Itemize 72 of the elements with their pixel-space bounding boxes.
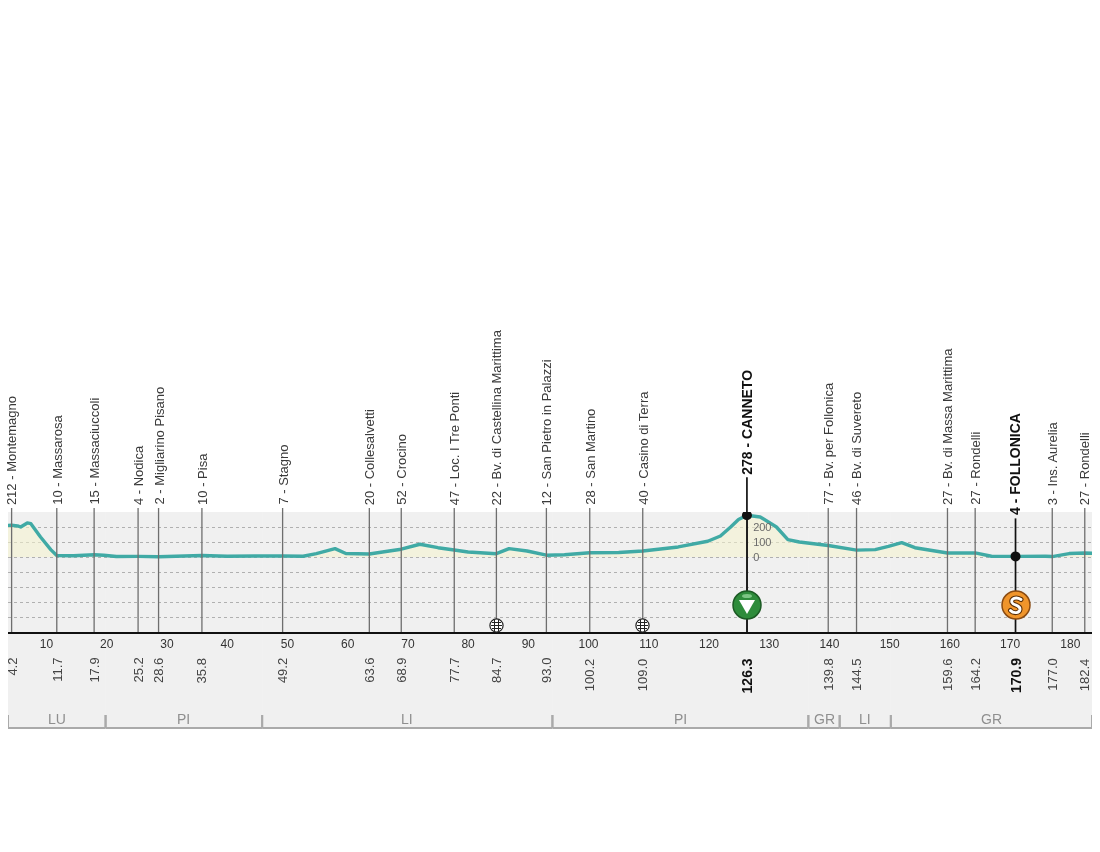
annotation: 170.9 — [1008, 657, 1025, 694]
annotation: 144.5 — [849, 658, 865, 692]
x-tick-label: 50 — [280, 637, 295, 652]
ref-line-label: 27 - Bv. di Massa Marittima — [939, 347, 955, 505]
ref-line-label: 77 - Bv. per Follonica — [820, 382, 836, 505]
annotation: 84.7 — [488, 657, 504, 683]
x-tick-label: 160 — [939, 637, 961, 652]
annotation: 100.2 — [582, 658, 598, 692]
ref-line-label: 4 - Nodica — [131, 445, 147, 506]
annotation: 77.7 — [446, 657, 462, 683]
ref-line-label: 47 - Loc. I Tre Ponti — [447, 391, 463, 506]
x-tick-label: 70 — [401, 637, 415, 652]
ref-line-label: 3 - Ins. Aurelia — [1045, 421, 1061, 506]
annotation: 126.3 — [739, 658, 756, 694]
annotation: 11.7 — [49, 657, 65, 682]
annotation: 182.4 — [1077, 658, 1093, 692]
band-label: GR — [981, 711, 1002, 727]
annotation: 159.6 — [939, 658, 955, 691]
ref-line-label: 40 - Casino di Terra — [635, 390, 651, 505]
x-tick-label: 60 — [340, 637, 355, 652]
x-tick-label: 80 — [461, 637, 476, 652]
ref-line-label: 2 - Migliarino Pisano — [151, 386, 167, 505]
ref-line-label: 46 - Bv. di Suvereto — [849, 391, 865, 506]
band-label: LI — [859, 711, 871, 727]
ref-line-label: 212 - Montemagno — [4, 395, 20, 506]
band-label: PI — [177, 711, 191, 727]
band-label: LU — [48, 711, 66, 727]
ref-line-label: 27 - Rondelli — [1077, 432, 1093, 506]
annotation: 35.8 — [194, 658, 210, 684]
ref-line-label: 12 - San Pietro in Palazzi — [539, 359, 555, 506]
ref-line-label: 10 - Massarosa — [49, 414, 65, 505]
x-tick-label: 150 — [879, 637, 900, 652]
ref-line-label: 22 - Bv. di Castellina Marittima — [489, 329, 505, 506]
band-label: PI — [674, 711, 688, 727]
band-label: GR — [814, 711, 835, 727]
x-tick-label: 100 — [578, 637, 599, 652]
ref-line-label: 15 - Massaciuccoli — [86, 397, 102, 505]
x-tick-label: 20 — [100, 637, 114, 652]
annotation: 93.0 — [538, 657, 554, 683]
y-tick-label: 0 — [753, 550, 760, 563]
annotation: 139.8 — [820, 658, 836, 691]
x-tick-label: 40 — [220, 637, 235, 652]
x-tick-label: 90 — [521, 637, 536, 652]
x-tick-label: 30 — [160, 637, 174, 652]
y-tick-label: 100 — [753, 535, 772, 548]
ref-line-label: 20 - Collesalvetti — [362, 409, 378, 506]
annotation: 49.2 — [275, 657, 291, 684]
annotation: 177.0 — [1044, 658, 1060, 691]
annotation: 68.9 — [393, 657, 409, 683]
ref-line-label: 7 - Stagno — [275, 444, 291, 505]
annotation: 109.0 — [635, 658, 651, 692]
x-tick-label: 10 — [39, 637, 54, 652]
annotation: 17.9 — [86, 657, 102, 683]
x-tick-label: 110 — [639, 637, 659, 652]
annotation: 4.2 — [4, 657, 20, 676]
annotation: 164.2 — [967, 658, 983, 691]
annotation: 63.6 — [361, 657, 377, 683]
ref-line-label: 28 - San Martino — [582, 408, 598, 505]
ref-line-label: 10 - Pisa — [194, 452, 210, 505]
ref-line-label: 278 - CANNETO — [739, 369, 756, 475]
band-label: LI — [401, 711, 413, 727]
ref-line-label: 4 - FOLLONICA — [1007, 413, 1024, 515]
ref-line-label: 27 - Rondelli — [967, 431, 983, 505]
x-tick-label: 130 — [759, 637, 780, 652]
x-tick-label: 180 — [1060, 637, 1081, 652]
x-tick-label: 170 — [1000, 637, 1021, 652]
x-tick-label: 140 — [819, 637, 840, 652]
x-tick-label: 120 — [698, 637, 720, 652]
y-tick-label: 200 — [753, 520, 772, 533]
ref-line-label: 52 - Crocino — [393, 433, 409, 505]
annotation: 25.2 — [130, 657, 146, 683]
annotation: 28.6 — [151, 657, 167, 684]
